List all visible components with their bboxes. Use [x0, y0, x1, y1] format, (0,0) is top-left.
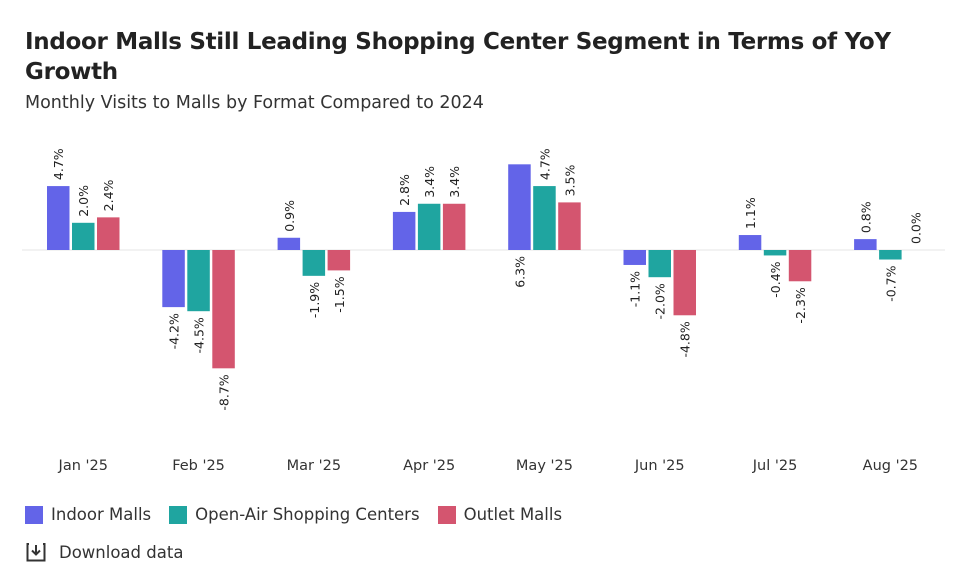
bar-chart: 4.7% 2.0% 2.4% Jan '25 -4.2% -4.5% -8.7% Feb '2…: [22, 148, 945, 474]
x-tick-label-jul-25: Jul '25: [752, 458, 798, 474]
bar-indoor-malls-aug-25[interactable]: [854, 239, 877, 250]
data-label-outlet-malls-apr-25: 3.4%: [447, 166, 462, 198]
data-label-outlet-malls-mar-25: -1.5%: [332, 276, 347, 312]
data-label-indoor-malls-may-25: 6.3%: [512, 256, 527, 288]
data-label-outlet-malls-aug-25: 0.0%: [908, 212, 923, 244]
legend-swatch-outlet-malls: [437, 505, 456, 524]
bar-open-air-shopping-centers-aug-25[interactable]: [879, 250, 902, 260]
data-label-open-air-shopping-centers-mar-25: -1.9%: [307, 282, 322, 318]
legend-label-indoor-malls: Indoor Malls: [51, 505, 152, 524]
data-label-open-air-shopping-centers-aug-25: -0.7%: [883, 265, 898, 301]
data-label-open-air-shopping-centers-apr-25: 3.4%: [422, 166, 437, 198]
download-data-button[interactable]: Download data: [25, 541, 183, 563]
data-label-outlet-malls-jun-25: -4.8%: [678, 321, 693, 357]
legend-swatch-indoor-malls: [25, 505, 43, 524]
bar-outlet-malls-may-25[interactable]: [558, 202, 581, 250]
bar-indoor-malls-mar-25[interactable]: [277, 237, 301, 250]
data-label-indoor-malls-jan-25: 4.7%: [51, 148, 66, 180]
data-label-open-air-shopping-centers-jan-25: 2.0%: [76, 185, 91, 217]
data-label-open-air-shopping-centers-feb-25: -4.5%: [192, 317, 207, 353]
x-tick-label-apr-25: Apr '25: [403, 458, 455, 474]
bar-open-air-shopping-centers-mar-25[interactable]: [302, 250, 326, 276]
bar-open-air-shopping-centers-jul-25[interactable]: [763, 250, 787, 256]
data-label-indoor-malls-jun-25: -1.1%: [628, 271, 643, 307]
data-label-open-air-shopping-centers-may-25: 4.7%: [537, 148, 552, 180]
bar-indoor-malls-apr-25[interactable]: [392, 211, 416, 250]
legend-item-indoor-malls[interactable]: Indoor Malls: [25, 505, 151, 524]
bar-open-air-shopping-centers-jun-25[interactable]: [648, 250, 672, 278]
legend-swatch-open-air: [169, 505, 188, 524]
legend-label-open-air: Open-Air Shopping Centers: [195, 505, 420, 524]
bar-indoor-malls-feb-25[interactable]: [162, 250, 185, 308]
bar-open-air-shopping-centers-jan-25[interactable]: [72, 222, 95, 250]
chart-title: Indoor Malls Still Leading Shopping Cent…: [25, 29, 891, 85]
download-icon: [26, 543, 46, 562]
x-tick-label-feb-25: Feb '25: [172, 458, 225, 474]
bar-outlet-malls-jan-25[interactable]: [97, 217, 120, 250]
x-tick-label-jan-25: Jan '25: [58, 458, 108, 474]
data-label-indoor-malls-apr-25: 2.8%: [397, 174, 412, 206]
x-tick-label-may-25: May '25: [516, 458, 573, 474]
bar-outlet-malls-apr-25[interactable]: [442, 203, 466, 250]
download-label: Download data: [59, 542, 184, 562]
bar-indoor-malls-jan-25[interactable]: [47, 186, 70, 250]
data-label-open-air-shopping-centers-jun-25: -2.0%: [653, 283, 668, 319]
data-label-open-air-shopping-centers-jul-25: -0.4%: [768, 261, 783, 297]
bar-indoor-malls-may-25[interactable]: [508, 164, 531, 250]
bar-indoor-malls-jun-25[interactable]: [623, 250, 647, 265]
legend-item-open-air[interactable]: Open-Air Shopping Centers: [169, 505, 420, 524]
bar-open-air-shopping-centers-feb-25[interactable]: [187, 250, 210, 312]
legend-label-outlet-malls: Outlet Malls: [463, 505, 563, 524]
bar-open-air-shopping-centers-apr-25[interactable]: [417, 203, 441, 250]
data-label-indoor-malls-feb-25: -4.2%: [167, 313, 182, 349]
bar-outlet-malls-mar-25[interactable]: [327, 250, 351, 271]
data-label-outlet-malls-jan-25: 2.4%: [101, 179, 116, 211]
data-label-indoor-malls-mar-25: 0.9%: [282, 200, 297, 232]
data-label-indoor-malls-aug-25: 0.8%: [858, 201, 873, 233]
chart-subtitle: Monthly Visits to Malls by Format Compar…: [25, 93, 484, 113]
data-label-outlet-malls-jul-25: -2.3%: [793, 287, 808, 323]
legend: Indoor Malls Open-Air Shopping Centers O…: [25, 505, 562, 524]
legend-item-outlet-malls[interactable]: Outlet Malls: [437, 505, 563, 524]
x-tick-label-aug-25: Aug '25: [863, 458, 918, 474]
x-tick-label-mar-25: Mar '25: [287, 458, 341, 474]
data-label-indoor-malls-jul-25: 1.1%: [743, 197, 758, 229]
bar-indoor-malls-jul-25[interactable]: [738, 235, 762, 250]
bar-open-air-shopping-centers-may-25[interactable]: [533, 186, 556, 250]
data-label-outlet-malls-may-25: 3.5%: [562, 165, 577, 197]
bar-outlet-malls-jul-25[interactable]: [788, 250, 812, 282]
bar-outlet-malls-jun-25[interactable]: [673, 250, 697, 316]
x-tick-label-jun-25: Jun '25: [634, 458, 685, 474]
bar-outlet-malls-feb-25[interactable]: [212, 250, 235, 369]
data-label-outlet-malls-feb-25: -8.7%: [217, 374, 232, 410]
